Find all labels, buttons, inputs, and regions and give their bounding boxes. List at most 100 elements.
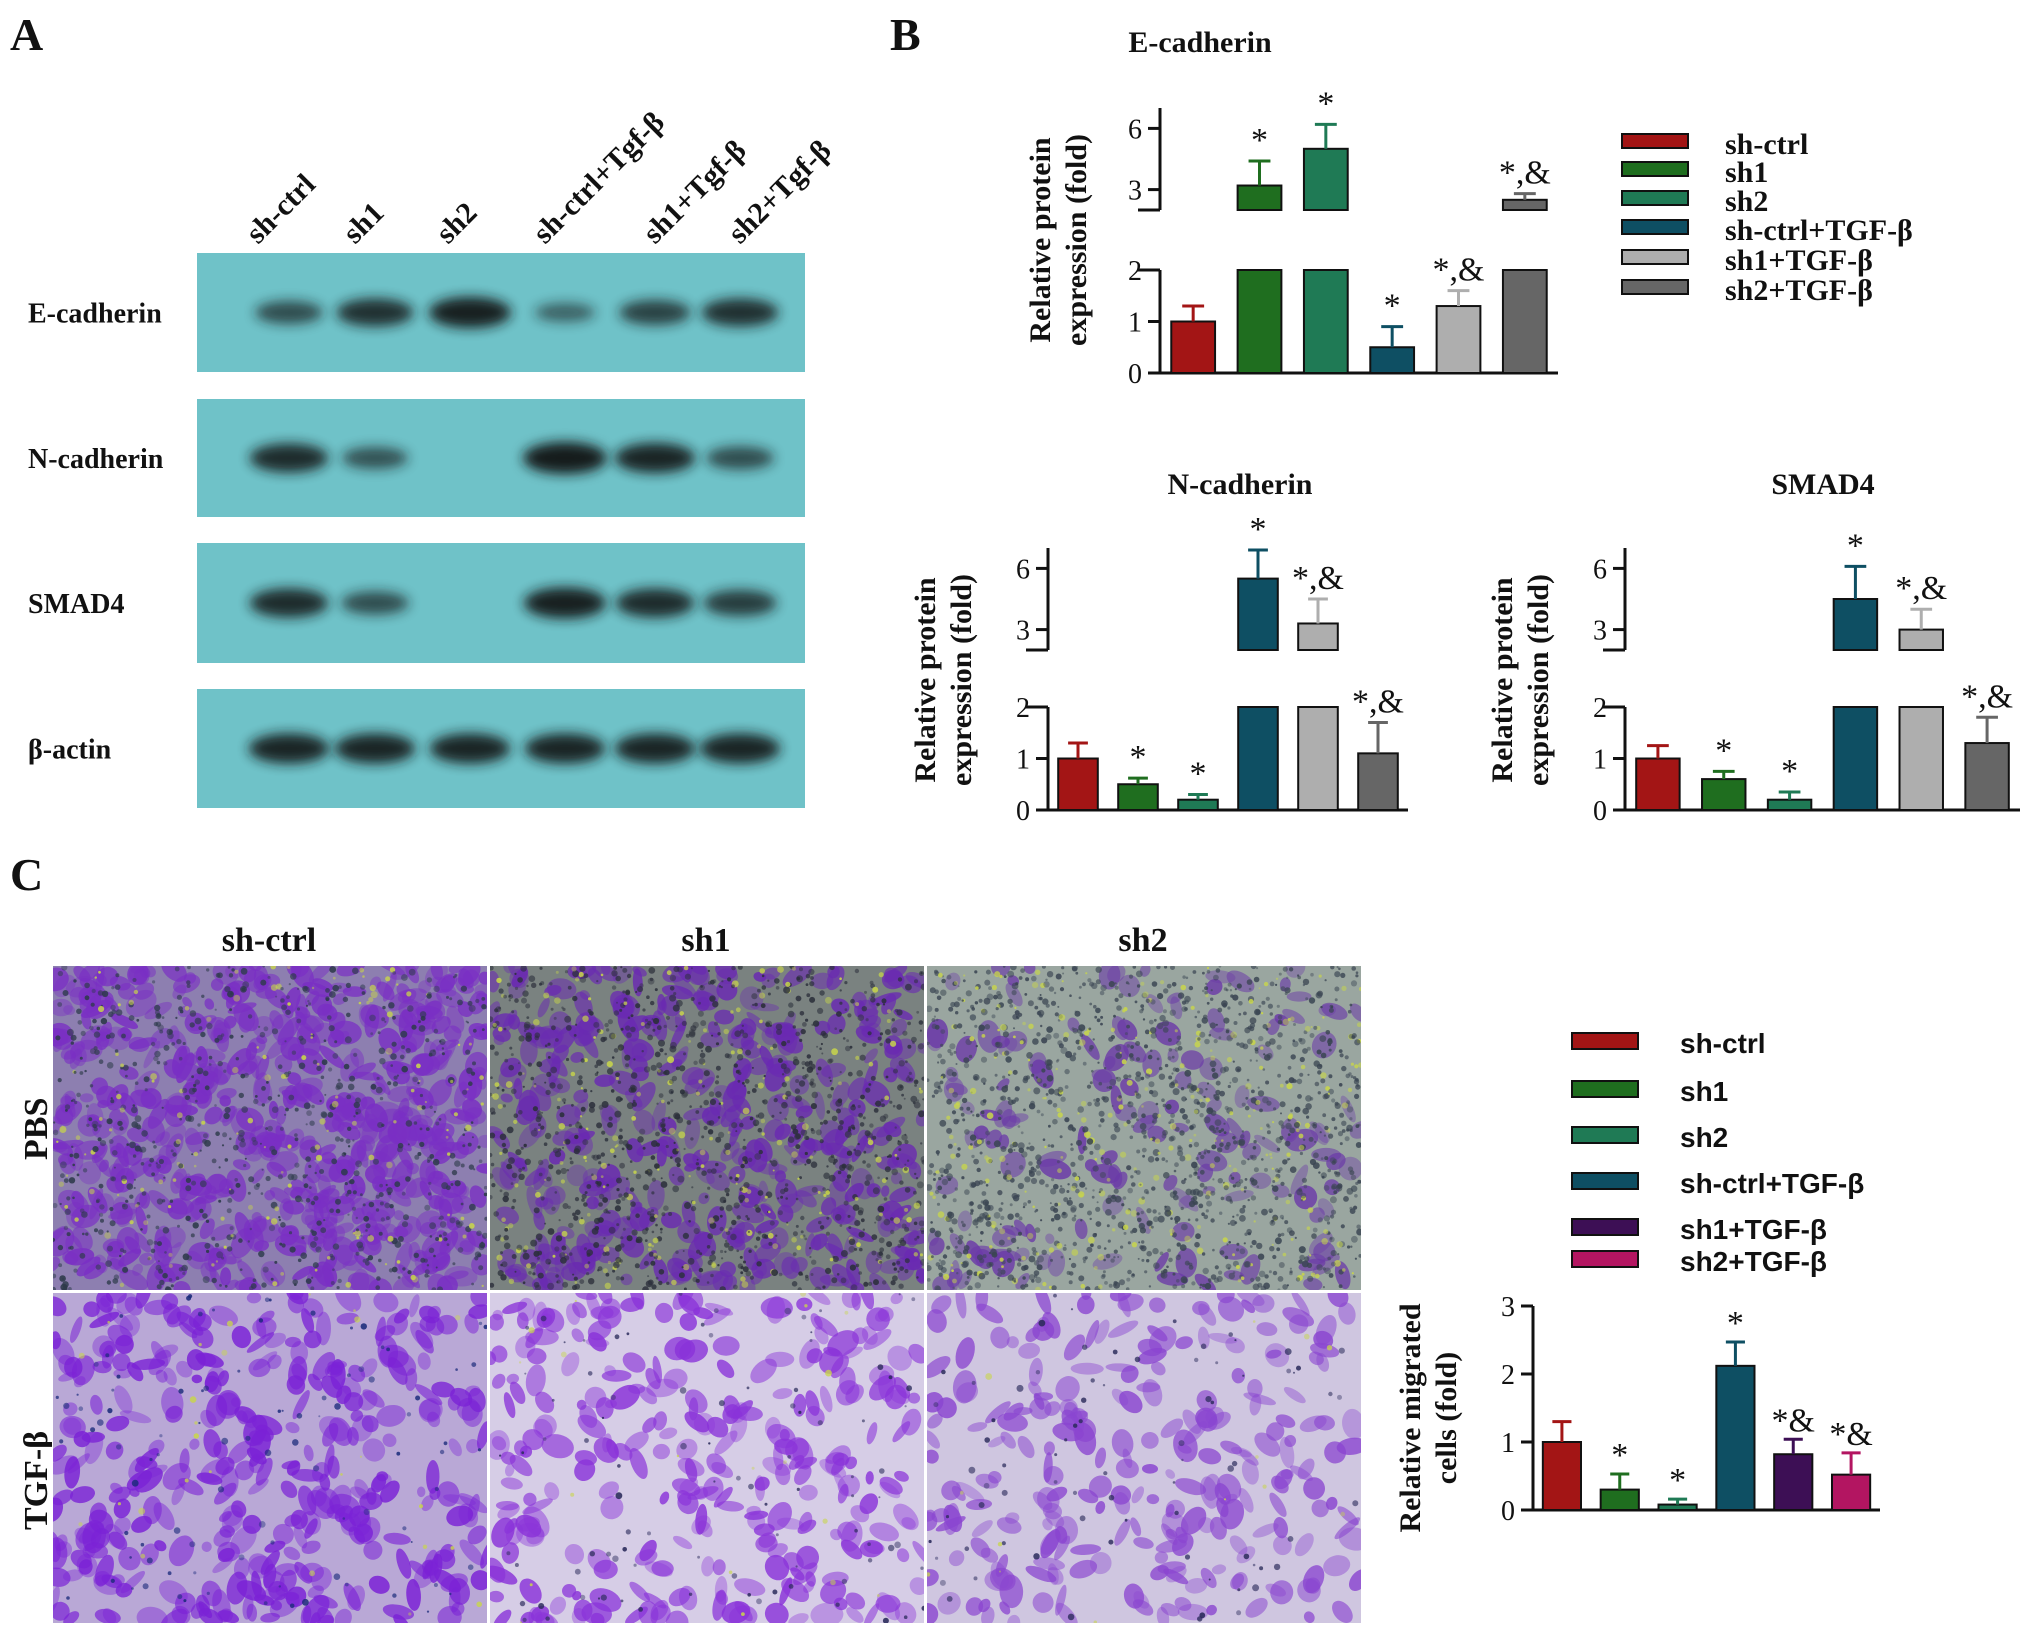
band-3-lane-4 (614, 733, 696, 764)
bar-3-3 (1715, 1364, 1756, 1511)
panel-label-a: A (10, 9, 44, 60)
band-3-lane-3 (524, 733, 606, 764)
micrograph-pbs-sh2 (926, 965, 1362, 1291)
chart-3-ticklabel-0: 0 (1501, 1496, 1515, 1527)
bar-0-5 (1501, 269, 1548, 374)
legend-b-label-1: sh1 (1725, 156, 1768, 189)
legend-b-label-2: sh2 (1725, 185, 1768, 218)
chart-title-1: N-cadherin (1168, 468, 1313, 501)
annotation-2-3: * (1847, 527, 1864, 564)
legend-c-swatch-1 (1571, 1080, 1639, 1098)
band-2-lane-3 (523, 587, 607, 619)
bar-upper-0-5 (1501, 198, 1548, 212)
bar-2-3 (1832, 706, 1879, 811)
chart-ylabel-0-line-2: expression (fold) (1060, 134, 1093, 346)
chart-3-ticklabel-2: 2 (1501, 1360, 1515, 1391)
bar-1-4 (1297, 706, 1339, 811)
legend-c-swatch-2 (1571, 1126, 1639, 1144)
chart-0-ticklabel-low-0: 0 (1128, 359, 1142, 390)
legend-b-swatch-0 (1621, 133, 1689, 149)
micrograph-texture (490, 1293, 924, 1623)
band-0-lane-1 (336, 298, 414, 327)
legend-b-swatch-4 (1621, 249, 1689, 265)
micrograph-texture (490, 966, 924, 1290)
bar-1-2 (1177, 798, 1219, 812)
band-0-lane-0 (255, 301, 323, 324)
band-1-lane-4 (614, 443, 696, 473)
annotation-3-4: *& (1772, 1402, 1815, 1439)
bar-1-3 (1237, 706, 1279, 811)
chart-2-ticklabel-low-2: 2 (1593, 693, 1607, 724)
annotation-3-2: * (1669, 1462, 1686, 1499)
chart-ylabel-2-line-2: expression (fold) (1522, 574, 1555, 786)
bar-1-5 (1357, 752, 1399, 811)
band-2-lane-4 (615, 588, 695, 618)
bar-0-0 (1170, 320, 1217, 374)
chart-ylabel-3: Relative migrated cells (fold) (1394, 1303, 1463, 1532)
bar-3-4 (1773, 1453, 1814, 1511)
band-1-lane-0 (249, 443, 329, 473)
bar-2-1 (1701, 778, 1747, 811)
band-3-lane-5 (699, 733, 781, 764)
legend-b-swatch-5 (1621, 279, 1689, 295)
band-3-lane-0 (248, 733, 330, 764)
band-3-lane-1 (334, 733, 416, 764)
band-label-3: β-actin (28, 735, 112, 766)
chart-1-ticklabel-up-1: 6 (1016, 554, 1030, 585)
legend-c-swatch-5 (1571, 1250, 1639, 1268)
chart-title-0: E-cadherin (1128, 26, 1272, 59)
annotation-0-3: * (1384, 288, 1401, 325)
legend-b-label-4: sh1+TGF-β (1725, 244, 1873, 277)
band-0-lane-3 (534, 303, 596, 322)
legend-b-label-3: sh-ctrl+TGF-β (1725, 214, 1913, 247)
micrograph-texture (53, 966, 487, 1290)
bar-upper-1-4 (1297, 622, 1339, 651)
annotation-1-5: *,& (1352, 683, 1404, 720)
band-label-1: N-cadherin (28, 444, 164, 475)
chart-ylabel-2: Relative protein expression (fold) (1486, 574, 1555, 786)
legend-c-label-4: sh1+TGF-β (1680, 1214, 1827, 1245)
column-label-sh-ctrl: sh-ctrl (221, 922, 317, 959)
annotation-0-5: *,& (1499, 155, 1551, 192)
chart-3: 0 1 2 3 Relative migrated cells (fold) * * * *& *& (1394, 1292, 1880, 1533)
legend-b-swatch-2 (1621, 190, 1689, 206)
band-label-0: E-cadherin (28, 299, 162, 330)
micrograph-tgf-sh-ctrl (52, 1292, 488, 1624)
legend-b: sh-ctrlsh1sh2sh-ctrl+TGF-βsh1+TGF-βsh2+T… (1621, 128, 1913, 307)
chart-ylabel-2-line-1: Relative protein (1486, 577, 1519, 783)
bar-upper-0-1 (1236, 184, 1283, 212)
legend-c-label-3: sh-ctrl+TGF-β (1680, 1168, 1865, 1199)
bar-upper-2-4 (1898, 628, 1944, 651)
bar-1-0 (1057, 757, 1099, 811)
annotation-0-2: * (1317, 85, 1334, 122)
chart-0-ticklabel-up-1: 6 (1128, 114, 1142, 145)
chart-0-ticklabel-up-0: 3 (1128, 176, 1142, 207)
band-0-lane-5 (701, 298, 779, 327)
bar-3-5 (1830, 1473, 1872, 1512)
chart-2: SMAD4 Relative protein expression (fold) 0 1… (1486, 468, 2020, 827)
column-label-sh2: sh2 (1118, 922, 1168, 959)
bar-2-2 (1766, 798, 1813, 812)
row-label-tgf-beta: TGF-β (18, 1430, 55, 1530)
chart-1-ticklabel-low-2: 2 (1016, 693, 1030, 724)
column-label-sh1: sh1 (681, 922, 731, 959)
band-1-lane-5 (706, 446, 774, 470)
chart-ylabel-3-line-2: cells (fold) (1430, 1352, 1463, 1484)
legend-c-label-5: sh2+TGF-β (1680, 1246, 1827, 1277)
chart-3-ticklabel-1: 1 (1501, 1428, 1515, 1459)
annotation-2-4: *,& (1895, 570, 1947, 607)
chart-2-ticklabel-low-1: 1 (1593, 745, 1607, 776)
legend-c-label-0: sh-ctrl (1680, 1028, 1766, 1059)
band-1-lane-1 (342, 447, 408, 469)
micrograph-pbs-sh-ctrl (52, 965, 488, 1291)
bar-upper-1-3 (1237, 577, 1279, 651)
annotation-0-4: *,& (1433, 252, 1485, 289)
chart-title-2: SMAD4 (1771, 468, 1874, 501)
legend-c-label-1: sh1 (1680, 1076, 1729, 1107)
row-label-pbs: PBS (18, 1097, 55, 1160)
bar-2-5 (1964, 742, 2010, 811)
micrograph-pbs-sh1 (489, 965, 925, 1291)
band-1-lane-3 (523, 442, 607, 474)
bar-0-1 (1236, 269, 1283, 374)
